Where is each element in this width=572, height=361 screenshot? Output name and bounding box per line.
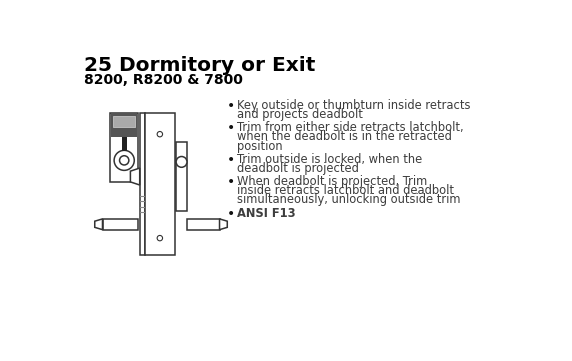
- Bar: [111, 113, 137, 137]
- Bar: [113, 117, 135, 127]
- Circle shape: [120, 156, 129, 165]
- Text: inside retracts latchbolt and deadbolt: inside retracts latchbolt and deadbolt: [237, 184, 454, 197]
- Text: •: •: [227, 121, 235, 135]
- Bar: [176, 142, 187, 211]
- Circle shape: [176, 157, 187, 167]
- Polygon shape: [220, 219, 227, 230]
- Text: and projects deadbolt: and projects deadbolt: [237, 108, 363, 121]
- Polygon shape: [95, 219, 102, 230]
- Text: 25 Dormitory or Exit: 25 Dormitory or Exit: [84, 56, 315, 75]
- Text: •: •: [227, 99, 235, 113]
- Polygon shape: [130, 168, 140, 185]
- Text: simultaneously, unlocking outside trim: simultaneously, unlocking outside trim: [237, 193, 461, 206]
- Text: position: position: [237, 140, 283, 153]
- Text: ANSI F13: ANSI F13: [237, 206, 296, 219]
- Bar: [187, 219, 220, 230]
- Text: •: •: [227, 175, 235, 189]
- Bar: [145, 113, 174, 255]
- Text: when the deadbolt is in the retracted: when the deadbolt is in the retracted: [237, 130, 452, 143]
- Text: Trim outside is locked, when the: Trim outside is locked, when the: [237, 153, 423, 166]
- Text: 8200, R8200 & 7800: 8200, R8200 & 7800: [84, 73, 243, 87]
- Text: •: •: [227, 153, 235, 167]
- Bar: [140, 113, 145, 255]
- Text: Trim from either side retracts latchbolt,: Trim from either side retracts latchbolt…: [237, 121, 464, 134]
- Bar: [122, 137, 126, 151]
- Bar: [102, 219, 138, 230]
- Circle shape: [114, 150, 134, 170]
- Circle shape: [157, 235, 162, 241]
- Circle shape: [157, 131, 162, 137]
- Text: •: •: [227, 206, 235, 221]
- Bar: [110, 113, 138, 182]
- Text: Key outside or thumbturn inside retracts: Key outside or thumbturn inside retracts: [237, 99, 471, 112]
- Text: deadbolt is projected: deadbolt is projected: [237, 162, 359, 175]
- Text: When deadbolt is projected, Trim: When deadbolt is projected, Trim: [237, 175, 428, 188]
